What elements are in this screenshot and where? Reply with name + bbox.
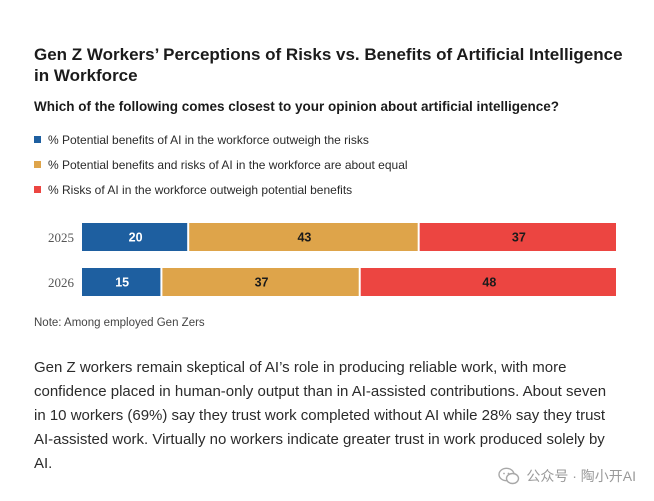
chart-title: Gen Z Workers’ Perceptions of Risks vs. … bbox=[34, 45, 623, 85]
legend-swatch bbox=[34, 136, 41, 143]
body-paragraph: Gen Z workers remain skeptical of AI’s r… bbox=[34, 359, 607, 472]
bar-segment-2025-3 bbox=[419, 223, 616, 251]
legend-item-equal: % Potential benefits and risks of AI in … bbox=[34, 152, 408, 177]
bar-segment-2026-2 bbox=[162, 268, 359, 296]
bar-value-label: 15 bbox=[115, 276, 129, 290]
bar-segment-2025-1 bbox=[82, 223, 188, 251]
bar-value-label: 37 bbox=[512, 231, 526, 245]
category-label-2025: 2025 bbox=[48, 230, 74, 245]
watermark: 公众号 · 陶小开AI bbox=[498, 466, 636, 486]
bar-value-label: 48 bbox=[482, 276, 496, 290]
legend-swatch bbox=[34, 161, 41, 168]
chart-note: Note: Among employed Gen Zers bbox=[34, 317, 205, 329]
bar-value-label: 20 bbox=[129, 231, 143, 245]
wechat-icon bbox=[498, 467, 520, 485]
bar-segment-2025-2 bbox=[189, 223, 418, 251]
chart-legend: % Potential benefits of AI in the workfo… bbox=[34, 127, 408, 202]
legend-label: % Risks of AI in the workforce outweigh … bbox=[48, 182, 353, 197]
bar-value-label: 37 bbox=[255, 276, 269, 290]
stacked-bar-chart: 2025 20 43 37 2026 15 37 48 bbox=[48, 223, 616, 296]
watermark-text: 公众号 · 陶小开AI bbox=[526, 468, 636, 484]
legend-label: % Potential benefits and risks of AI in … bbox=[48, 157, 408, 172]
legend-label: % Potential benefits of AI in the workfo… bbox=[48, 132, 369, 147]
category-label-2026: 2026 bbox=[48, 275, 75, 290]
legend-item-risks: % Risks of AI in the workforce outweigh … bbox=[34, 177, 408, 202]
legend-item-benefits: % Potential benefits of AI in the workfo… bbox=[34, 127, 408, 152]
bar-value-label: 43 bbox=[297, 231, 311, 245]
bar-segment-2026-1 bbox=[82, 268, 161, 296]
legend-swatch bbox=[34, 186, 41, 193]
chart-subtitle: Which of the following comes closest to … bbox=[34, 99, 560, 114]
bar-segment-2026-3 bbox=[360, 268, 616, 296]
